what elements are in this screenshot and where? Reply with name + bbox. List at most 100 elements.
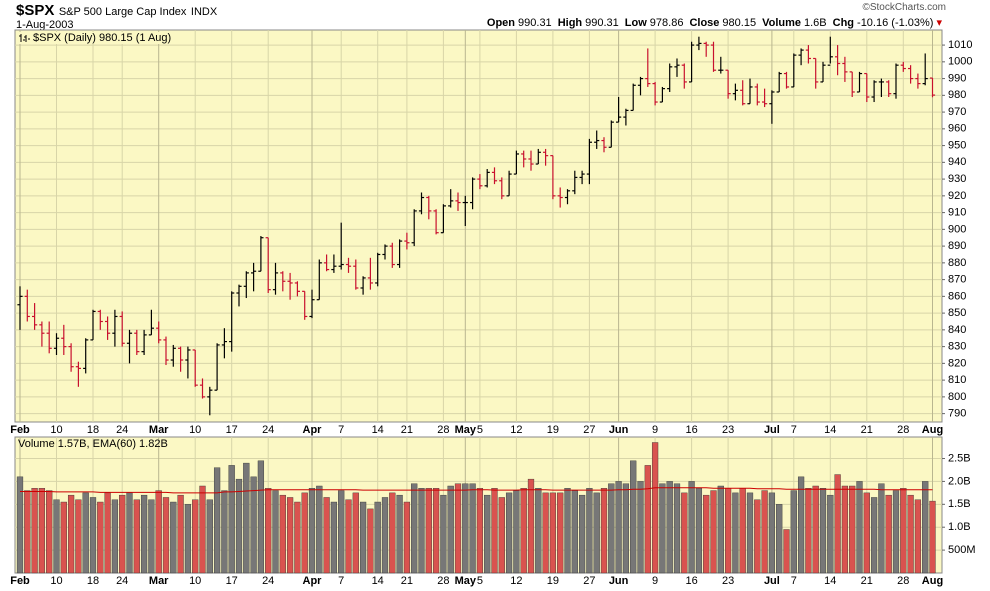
x-tick-label: 16 (685, 424, 697, 436)
volume-bar (630, 460, 637, 574)
volume-bar (754, 499, 761, 574)
volume-bar (31, 488, 38, 574)
volume-bar (447, 485, 454, 574)
volume-bar (834, 474, 841, 574)
volume-bar (75, 499, 82, 574)
volume-bar (907, 494, 914, 574)
x-tick-label: Feb (10, 424, 30, 436)
x-tick-label: 19 (547, 424, 559, 436)
volume-bar (89, 497, 97, 574)
volume-bar (411, 483, 418, 574)
x-tick-label: Apr (303, 424, 323, 436)
volume-bar (549, 492, 557, 574)
volume-bar (462, 483, 469, 574)
stat-label: Open (486, 17, 516, 29)
y-tick-label: 500M (948, 544, 976, 556)
x-tick-label: 24 (116, 575, 128, 587)
x-tick-label: Aug (922, 575, 943, 587)
volume-bar (221, 490, 228, 574)
volume-bar (564, 488, 571, 574)
volume-bar (60, 501, 67, 574)
x-tick-label: 9 (652, 424, 658, 436)
stat-value: 990.31 (518, 17, 552, 29)
legend-bg (18, 32, 186, 44)
y-tick-label: 2.5B (948, 452, 971, 464)
volume-bar (914, 499, 922, 574)
volume-bar (476, 488, 484, 574)
volume-bar (805, 488, 812, 574)
volume-bar (192, 499, 199, 574)
volume-bar (82, 492, 89, 574)
y-tick-label: 970 (948, 106, 966, 118)
volume-bar (505, 492, 513, 574)
x-tick-label: 23 (722, 575, 734, 587)
x-tick-label: 19 (547, 575, 559, 587)
y-tick-label: 1.5B (948, 498, 971, 510)
volume-bar (812, 485, 819, 574)
volume-bar (644, 465, 651, 574)
volume-bar (381, 497, 389, 574)
x-tick-label: Jul (764, 424, 780, 436)
volume-bar (403, 501, 411, 574)
x-tick-label: 14 (824, 575, 836, 587)
y-tick-label: 900 (948, 223, 966, 235)
volume-bar (622, 483, 630, 574)
volume-bar (608, 483, 615, 574)
stat-value: 978.86 (649, 17, 684, 29)
volume-bar (469, 483, 476, 574)
volume-bar (717, 485, 724, 574)
header: $SPX S&P 500 Large Cap Index INDX 1-Aug-… (16, 2, 217, 31)
volume-bar (863, 492, 870, 574)
stat-label: Close (689, 17, 720, 29)
volume-bar (542, 492, 549, 574)
volume-bar (46, 490, 53, 574)
volume-bar (849, 485, 856, 574)
volume-bar (819, 488, 827, 574)
volume-bar (155, 490, 162, 574)
volume-bar (235, 478, 243, 574)
volume-bar (206, 499, 213, 574)
volume-bar (695, 488, 703, 574)
volume-bar (111, 499, 119, 574)
volume-bar (53, 499, 60, 574)
x-tick-label: 28 (437, 575, 449, 587)
volume-bar (294, 501, 301, 574)
volume-bar (133, 499, 140, 574)
stat-value: -10.16 (-1.03%) (857, 17, 934, 29)
volume-bar (724, 488, 732, 574)
stat-label: Low (624, 17, 647, 29)
volume-bar (250, 476, 257, 574)
volume-bar (257, 460, 265, 574)
x-tick-label: May (455, 575, 477, 587)
x-tick-label: 12 (510, 424, 522, 436)
volume-bar (586, 488, 593, 574)
stat-value: 980.15 (722, 17, 757, 29)
volume-bar (739, 488, 746, 574)
x-tick-label: 7 (338, 575, 344, 587)
x-tick-label: Jul (764, 575, 780, 587)
x-tick-label: Jun (609, 575, 629, 587)
credit: ©StockCharts.com (862, 2, 946, 13)
volume-bar (593, 492, 600, 574)
volume-bar (535, 488, 542, 574)
x-tick-label: 16 (685, 575, 697, 587)
volume-bar (265, 488, 272, 574)
x-tick-label: Aug (922, 424, 943, 436)
volume-bar (126, 492, 133, 574)
volume-bar (454, 483, 462, 574)
volume-bar (345, 499, 352, 574)
volume-bar (790, 490, 797, 574)
x-tick-label: 7 (791, 424, 797, 436)
stats: Open 990.31 High 990.31 Low 978.86 Close 980.15… (481, 16, 942, 29)
x-tick-label: 24 (262, 424, 274, 436)
volume-bar (703, 494, 710, 574)
volume-bar (578, 494, 586, 574)
volume-bar (389, 492, 396, 574)
symbol: $SPX (16, 2, 55, 19)
volume-bar (688, 481, 695, 574)
volume-bar (922, 481, 929, 574)
x-tick-label: 18 (87, 575, 99, 587)
volume-bar (432, 488, 440, 574)
volume-bar (286, 497, 294, 574)
x-tick-label: 21 (861, 424, 873, 436)
